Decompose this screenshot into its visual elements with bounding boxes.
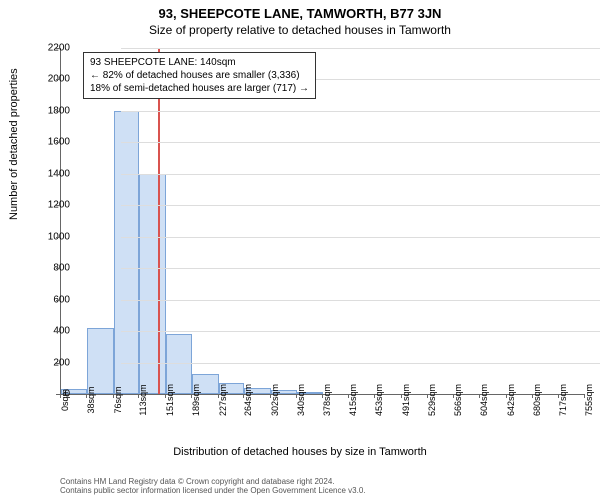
y-tick xyxy=(56,300,60,301)
x-tick xyxy=(60,394,61,398)
x-tick xyxy=(479,394,480,398)
x-tick xyxy=(113,394,114,398)
x-tick-label: 642sqm xyxy=(506,384,516,416)
x-tick xyxy=(506,394,507,398)
x-tick-label: 189sqm xyxy=(191,384,201,416)
y-tick xyxy=(56,268,60,269)
x-tick xyxy=(165,394,166,398)
y-tick-label: 2000 xyxy=(40,74,70,85)
y-tick xyxy=(56,205,60,206)
x-tick xyxy=(532,394,533,398)
gridline xyxy=(121,300,600,301)
x-tick-label: 529sqm xyxy=(427,384,437,416)
x-tick-label: 378sqm xyxy=(322,384,332,416)
x-tick-label: 38sqm xyxy=(86,386,96,413)
x-axis-label: Distribution of detached houses by size … xyxy=(0,446,600,458)
x-tick-label: 0sqm xyxy=(60,389,70,411)
y-axis-label: Number of detached properties xyxy=(8,68,20,220)
x-tick xyxy=(191,394,192,398)
histogram-bar xyxy=(114,111,140,394)
annotation-line: 18% of semi-detached houses are larger (… xyxy=(90,82,309,95)
x-tick xyxy=(558,394,559,398)
y-tick xyxy=(56,79,60,80)
x-tick-label: 264sqm xyxy=(243,384,253,416)
x-tick xyxy=(584,394,585,398)
y-tick xyxy=(56,142,60,143)
page-title: 93, SHEEPCOTE LANE, TAMWORTH, B77 3JN xyxy=(0,0,600,21)
x-tick-label: 151sqm xyxy=(165,384,175,416)
x-tick-label: 76sqm xyxy=(113,386,123,413)
x-tick xyxy=(296,394,297,398)
y-tick-label: 800 xyxy=(40,263,70,274)
x-tick xyxy=(243,394,244,398)
reference-line xyxy=(158,48,160,394)
y-tick-label: 1400 xyxy=(40,168,70,179)
credit-line-1: Contains HM Land Registry data © Crown c… xyxy=(60,477,366,487)
x-tick-label: 453sqm xyxy=(374,384,384,416)
y-tick xyxy=(56,331,60,332)
x-tick xyxy=(401,394,402,398)
y-tick-label: 1200 xyxy=(40,200,70,211)
y-tick-label: 600 xyxy=(40,294,70,305)
x-tick-label: 566sqm xyxy=(453,384,463,416)
histogram-bar xyxy=(87,328,113,394)
x-tick-label: 227sqm xyxy=(218,384,228,416)
credit-line-2: Contains public sector information licen… xyxy=(60,486,366,496)
histogram-bar xyxy=(139,174,165,394)
x-tick-label: 340sqm xyxy=(296,384,306,416)
x-tick-label: 604sqm xyxy=(479,384,489,416)
x-tick xyxy=(218,394,219,398)
y-tick xyxy=(56,237,60,238)
annotation-line: ← 82% of detached houses are smaller (3,… xyxy=(90,69,309,82)
gridline xyxy=(121,111,600,112)
x-tick-label: 302sqm xyxy=(270,384,280,416)
y-tick-label: 1600 xyxy=(40,137,70,148)
gridline xyxy=(121,142,600,143)
gridline xyxy=(121,331,600,332)
gridline xyxy=(121,48,600,49)
y-tick-label: 200 xyxy=(40,357,70,368)
x-tick xyxy=(322,394,323,398)
credit-text: Contains HM Land Registry data © Crown c… xyxy=(60,477,366,496)
chart-container: 93, SHEEPCOTE LANE, TAMWORTH, B77 3JN Si… xyxy=(0,0,600,500)
x-tick xyxy=(348,394,349,398)
y-tick-label: 1800 xyxy=(40,105,70,116)
x-tick xyxy=(453,394,454,398)
y-tick xyxy=(56,363,60,364)
plot-area: 93 SHEEPCOTE LANE: 140sqm← 82% of detach… xyxy=(60,48,585,395)
x-tick xyxy=(374,394,375,398)
y-tick xyxy=(56,111,60,112)
x-tick-label: 755sqm xyxy=(584,384,594,416)
x-tick xyxy=(427,394,428,398)
gridline xyxy=(121,174,600,175)
x-tick-label: 415sqm xyxy=(348,384,358,416)
page-subtitle: Size of property relative to detached ho… xyxy=(0,21,600,37)
x-tick xyxy=(270,394,271,398)
annotation-line: 93 SHEEPCOTE LANE: 140sqm xyxy=(90,56,309,69)
x-tick xyxy=(138,394,139,398)
x-tick-label: 717sqm xyxy=(558,384,568,416)
y-tick-label: 1000 xyxy=(40,231,70,242)
y-tick xyxy=(56,174,60,175)
gridline xyxy=(121,205,600,206)
x-tick-label: 680sqm xyxy=(532,384,542,416)
y-tick-label: 2200 xyxy=(40,43,70,54)
x-tick-label: 491sqm xyxy=(401,384,411,416)
annotation-box: 93 SHEEPCOTE LANE: 140sqm← 82% of detach… xyxy=(83,52,316,99)
gridline xyxy=(121,363,600,364)
y-tick xyxy=(56,48,60,49)
gridline xyxy=(121,237,600,238)
x-tick xyxy=(86,394,87,398)
gridline xyxy=(121,268,600,269)
y-tick-label: 400 xyxy=(40,326,70,337)
x-tick-label: 113sqm xyxy=(138,384,148,415)
